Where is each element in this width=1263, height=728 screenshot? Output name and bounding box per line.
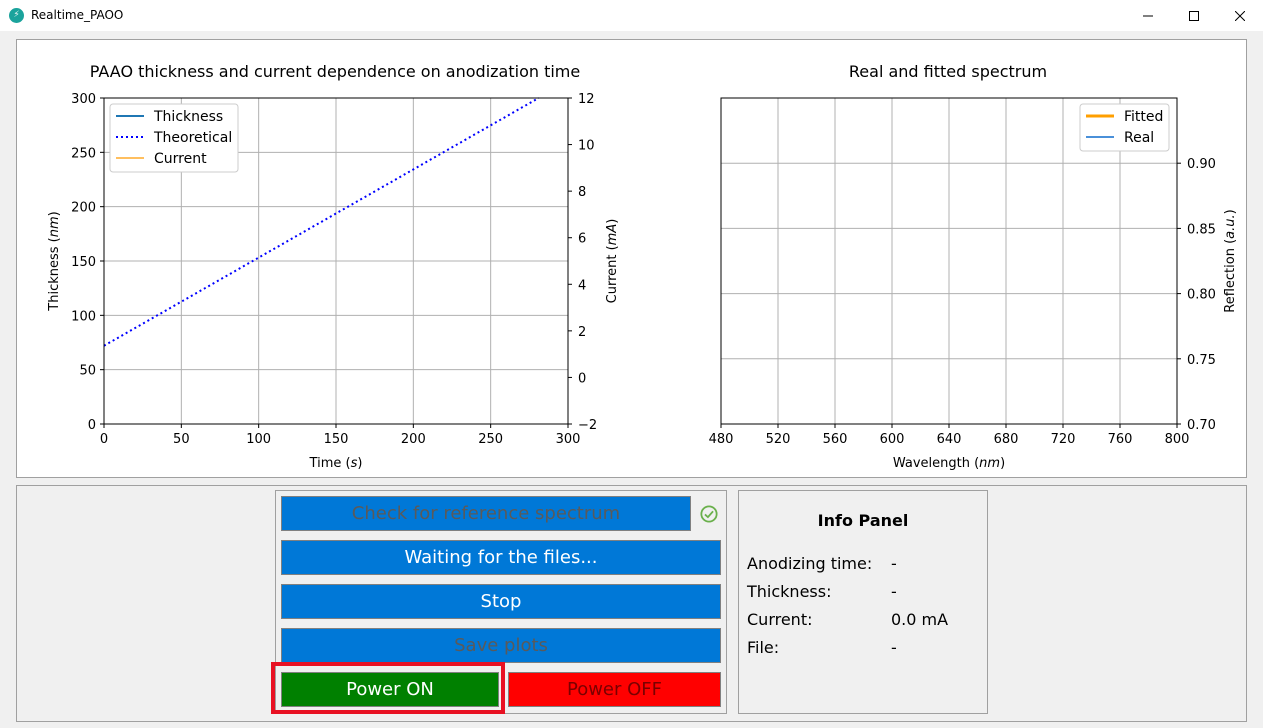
theoretical-series-line [103,97,540,347]
x-tick-label: 0 [100,432,108,447]
y2-tick-label: 4 [578,278,586,293]
x-tick-label: 480 [709,432,734,447]
y-tick-label: 50 [79,364,96,379]
info-panel: Info Panel Anodizing time: - Thickness: … [738,490,988,714]
y-tick-label: 250 [71,146,96,161]
stop-button[interactable]: Stop [281,584,721,619]
thickness-y-label: Thickness (nm) [47,211,62,311]
title-bar: ⚡ Realtime_PAOO [0,0,1263,31]
minimize-icon [1143,15,1153,16]
y2-tick-label: 10 [578,139,595,154]
button-panel: Check for reference spectrum Waiting for… [275,490,727,714]
thickness-label: Thickness: [747,582,832,601]
y2-tick-label: 8 [578,185,586,200]
legend-thickness-label: Thickness [153,109,223,125]
app-icon: ⚡ [9,8,24,23]
x-tick-label: 520 [766,432,791,447]
thickness-legend: Thickness Theoretical Current [109,103,239,173]
x-tick-label: 600 [880,432,905,447]
y-tick-label: 300 [71,92,96,107]
x-tick-label: 300 [556,432,581,447]
check-reference-button[interactable]: Check for reference spectrum [281,496,691,531]
y2-tick-label: 12 [578,92,595,107]
thickness-chart: PAAO thickness and current dependence on… [47,62,620,471]
spectrum-legend: Fitted Real [1079,103,1170,152]
current-y-ticks: −2 0 2 4 6 8 10 12 [568,92,597,433]
x-tick-label: 760 [1108,432,1133,447]
save-plots-button[interactable]: Save plots [281,628,721,663]
spectrum-x-label: Wavelength (nm) [893,456,1005,471]
spectrum-chart-title: Real and fitted spectrum [849,62,1047,81]
x-tick-label: 250 [478,432,503,447]
close-button[interactable] [1217,0,1263,31]
anodizing-time-label: Anodizing time: [747,554,873,573]
y2-tick-label: −2 [578,418,597,433]
anodizing-time-value: - [891,554,897,573]
y-tick-label: 200 [71,201,96,216]
current-value: 0.0 mA [891,610,949,629]
x-tick-label: 720 [1051,432,1076,447]
power-on-highlight [271,662,505,714]
legend-fitted-label: Fitted [1124,109,1163,125]
x-tick-label: 50 [173,432,190,447]
legend-current-label: Current [154,151,207,167]
window-title: Realtime_PAOO [31,8,124,22]
y-tick-label: 0 [88,418,96,433]
x-tick-label: 680 [994,432,1019,447]
legend-theoretical-label: Theoretical [153,130,232,146]
power-off-button[interactable]: Power OFF [508,672,721,707]
close-icon [1235,10,1245,21]
y-tick-label: 0.85 [1187,222,1216,237]
legend-real-label: Real [1124,130,1154,146]
y-tick-label: 0.80 [1187,288,1216,303]
y-tick-label: 100 [71,309,96,324]
minimize-button[interactable] [1125,0,1171,31]
x-tick-label: 800 [1165,432,1190,447]
thickness-chart-title: PAAO thickness and current dependence on… [90,62,580,81]
x-tick-label: 200 [401,432,426,447]
y-tick-label: 0.70 [1187,418,1216,433]
maximize-button[interactable] [1171,0,1217,31]
info-panel-title: Info Panel [817,511,909,530]
y2-tick-label: 2 [578,325,586,340]
thickness-x-label: Time (s) [309,456,363,471]
y2-tick-label: 6 [578,232,586,247]
x-tick-label: 560 [823,432,848,447]
current-label: Current: [747,610,813,629]
power-on-button[interactable]: Power ON [281,672,499,707]
thickness-y-ticks: 0 50 100 150 200 250 300 [71,92,104,433]
file-value: - [891,638,897,657]
y-tick-label: 0.75 [1187,353,1216,368]
y2-tick-label: 0 [578,371,586,386]
x-tick-label: 640 [937,432,962,447]
current-y-label: Current (mA) [605,219,620,304]
spectrum-x-ticks: 480 520 560 600 640 680 720 760 800 [709,424,1190,447]
check-circle-icon [700,505,718,523]
plots-canvas: PAAO thickness and current dependence on… [47,62,1238,471]
x-tick-label: 100 [246,432,271,447]
file-label: File: [747,638,780,657]
y-tick-label: 0.90 [1187,157,1216,172]
thickness-value: - [891,582,897,601]
y-tick-label: 150 [71,255,96,270]
spectrum-y-label: Reflection (a.u.) [1223,209,1238,312]
thickness-x-ticks: 0 50 100 150 200 250 300 [100,424,581,447]
maximize-icon [1189,10,1199,21]
spectrum-chart: Real and fitted spectrum 480 520 560 600 640… [709,62,1238,471]
waiting-files-button[interactable]: Waiting for the files... [281,540,721,575]
x-tick-label: 150 [324,432,349,447]
spectrum-y-ticks: 0.70 0.75 0.80 0.85 0.90 [1177,157,1216,433]
